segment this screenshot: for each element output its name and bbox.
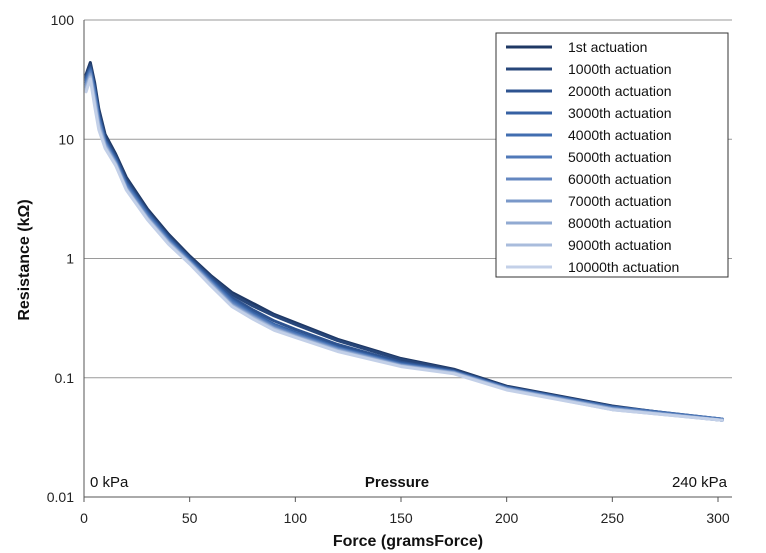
legend-entry: 5000th actuation: [568, 149, 672, 165]
axes: [83, 20, 732, 502]
y-tick-label: 0.1: [55, 370, 75, 386]
legend-entry: 3000th actuation: [568, 105, 672, 121]
legend-entry: 9000th actuation: [568, 237, 672, 253]
series-line-11: [84, 77, 724, 422]
legend-entry: 10000th actuation: [568, 259, 679, 275]
x-tick-label: 200: [495, 510, 519, 526]
y-tick-label: 100: [51, 12, 75, 28]
legend-entry: 6000th actuation: [568, 171, 672, 187]
x-axis-title: Force (gramsForce): [333, 533, 483, 550]
annotation-right: 240 kPa: [672, 474, 728, 491]
x-tick-label: 50: [182, 510, 198, 526]
y-tick-label: 10: [58, 131, 74, 147]
annotation-left: 0 kPa: [90, 474, 129, 491]
x-tick-label: 100: [284, 510, 308, 526]
legend-entry: 4000th actuation: [568, 127, 672, 143]
y-tick-label: 0.01: [47, 489, 74, 505]
x-tick-labels: 0 50 100 150 200 250 300: [80, 510, 730, 526]
legend: 1st actuation 1000th actuation 2000th actu…: [495, 32, 729, 278]
legend-entry: 2000th actuation: [568, 83, 672, 99]
series-lines: [84, 61, 724, 422]
x-tick-label: 250: [601, 510, 625, 526]
legend-entry: 8000th actuation: [568, 215, 672, 231]
legend-box: [495, 32, 729, 278]
y-tick-label: 1: [66, 251, 74, 267]
x-tick-label: 0: [80, 510, 88, 526]
y-axis-title: Resistance (kΩ): [16, 199, 33, 320]
x-tick-label: 300: [706, 510, 730, 526]
y-tick-labels: 0.01 0.1 1 10 100: [47, 12, 74, 505]
legend-entry: 1000th actuation: [568, 61, 672, 77]
x-tick-label: 150: [389, 510, 413, 526]
legend-entry: 7000th actuation: [568, 193, 672, 209]
annotation-center: Pressure: [365, 474, 429, 491]
legend-entry: 1st actuation: [568, 39, 647, 55]
